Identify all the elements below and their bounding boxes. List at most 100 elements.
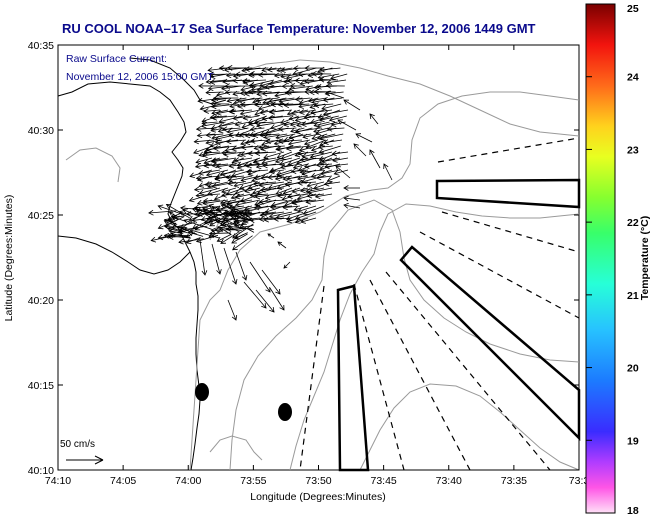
current-vector (232, 77, 251, 84)
current-vector (294, 77, 315, 84)
current-vector (311, 70, 332, 77)
current-vector (299, 156, 325, 163)
current-vector (323, 180, 341, 187)
current-vector (276, 151, 293, 159)
x-tick-label: 74:10 (45, 475, 71, 487)
current-vector (335, 165, 351, 179)
current-vector (328, 115, 347, 123)
current-vector (322, 109, 349, 117)
current-vector (319, 66, 341, 73)
x-tick-label: 73:45 (370, 475, 396, 487)
current-vector (199, 103, 222, 111)
current-vector (195, 192, 221, 199)
y-tick-label: 40:15 (28, 380, 54, 392)
current-vector (275, 133, 296, 140)
current-vector (268, 168, 285, 175)
x-tick-label: 73:40 (436, 475, 462, 487)
current-vector (301, 121, 322, 127)
current-vector (215, 163, 237, 170)
current-vector (228, 162, 245, 169)
current-vector (265, 138, 287, 144)
current-vector (323, 139, 343, 145)
current-vector (343, 202, 361, 209)
x-tick-label: 73:55 (240, 475, 266, 487)
y-tick-label: 40:30 (28, 125, 54, 137)
current-vector (168, 211, 178, 218)
scale-arrow (66, 455, 104, 465)
beam-line (437, 137, 580, 163)
current-vector (214, 175, 237, 181)
current-vector (249, 261, 271, 293)
current-vector (267, 174, 285, 180)
current-vector (310, 109, 333, 116)
current-vector (209, 207, 229, 214)
buoy-marker (278, 403, 292, 421)
current-vector (242, 114, 259, 121)
current-vector (277, 241, 287, 249)
radar-beams (299, 137, 580, 471)
current-vector (210, 157, 237, 164)
current-vector (277, 138, 303, 145)
current-vector (234, 199, 261, 208)
current-vector (291, 198, 317, 205)
current-vector (216, 234, 232, 242)
current-vector (295, 127, 321, 134)
current-vector (261, 90, 288, 97)
current-vector (262, 162, 285, 169)
current-vector (274, 175, 293, 182)
current-vector (258, 216, 277, 222)
current-vector (192, 220, 210, 230)
current-vector (252, 180, 277, 187)
current-vector (193, 186, 213, 193)
y-tick-label: 40:20 (28, 295, 54, 307)
current-vector (300, 217, 317, 224)
current-vector (294, 217, 309, 224)
current-vector (183, 218, 212, 230)
current-vector (343, 185, 360, 191)
current-vector (241, 218, 253, 225)
current-vector (291, 187, 309, 194)
current-vector (315, 174, 333, 181)
current-vector (315, 162, 333, 168)
x-axis-ticks: 74:10 74:05 74:00 73:55 73:50 73:45 73:40 73:35… (45, 45, 589, 487)
current-vector (240, 175, 261, 183)
current-vector (221, 222, 233, 228)
colorbar-tick-label: 24 (627, 72, 639, 84)
current-vector (211, 162, 229, 169)
current-vector (245, 168, 269, 175)
current-vector (170, 231, 191, 239)
scale-arrow-label: 50 cm/s (60, 439, 95, 450)
y-tick-label: 40:10 (28, 465, 54, 477)
current-vector (268, 79, 291, 87)
current-vector (281, 193, 301, 201)
contour-line (289, 203, 580, 471)
current-vector (212, 95, 239, 101)
y-tick-label: 40:25 (28, 210, 54, 222)
current-vector (235, 251, 248, 281)
current-vector (333, 169, 349, 176)
current-vector (195, 126, 217, 132)
current-vector (314, 193, 333, 199)
current-vector (163, 218, 178, 225)
colorbar-tick-label: 23 (627, 144, 639, 156)
current-vector (238, 181, 261, 191)
current-vector (227, 180, 245, 187)
current-vector (224, 89, 240, 96)
current-vector (233, 181, 253, 188)
current-vector (273, 216, 293, 222)
current-vector (232, 235, 253, 251)
current-vector (353, 143, 367, 157)
current-vector (228, 108, 253, 115)
contour-line (359, 383, 580, 471)
current-vector (258, 181, 285, 188)
current-vector (287, 139, 311, 147)
current-vector (264, 193, 285, 201)
current-vector (285, 145, 309, 152)
current-vector (277, 192, 293, 199)
current-vector (322, 96, 343, 103)
current-vector (369, 113, 379, 125)
current-vector (234, 121, 250, 127)
current-vector (227, 65, 253, 71)
current-vector (199, 239, 208, 276)
